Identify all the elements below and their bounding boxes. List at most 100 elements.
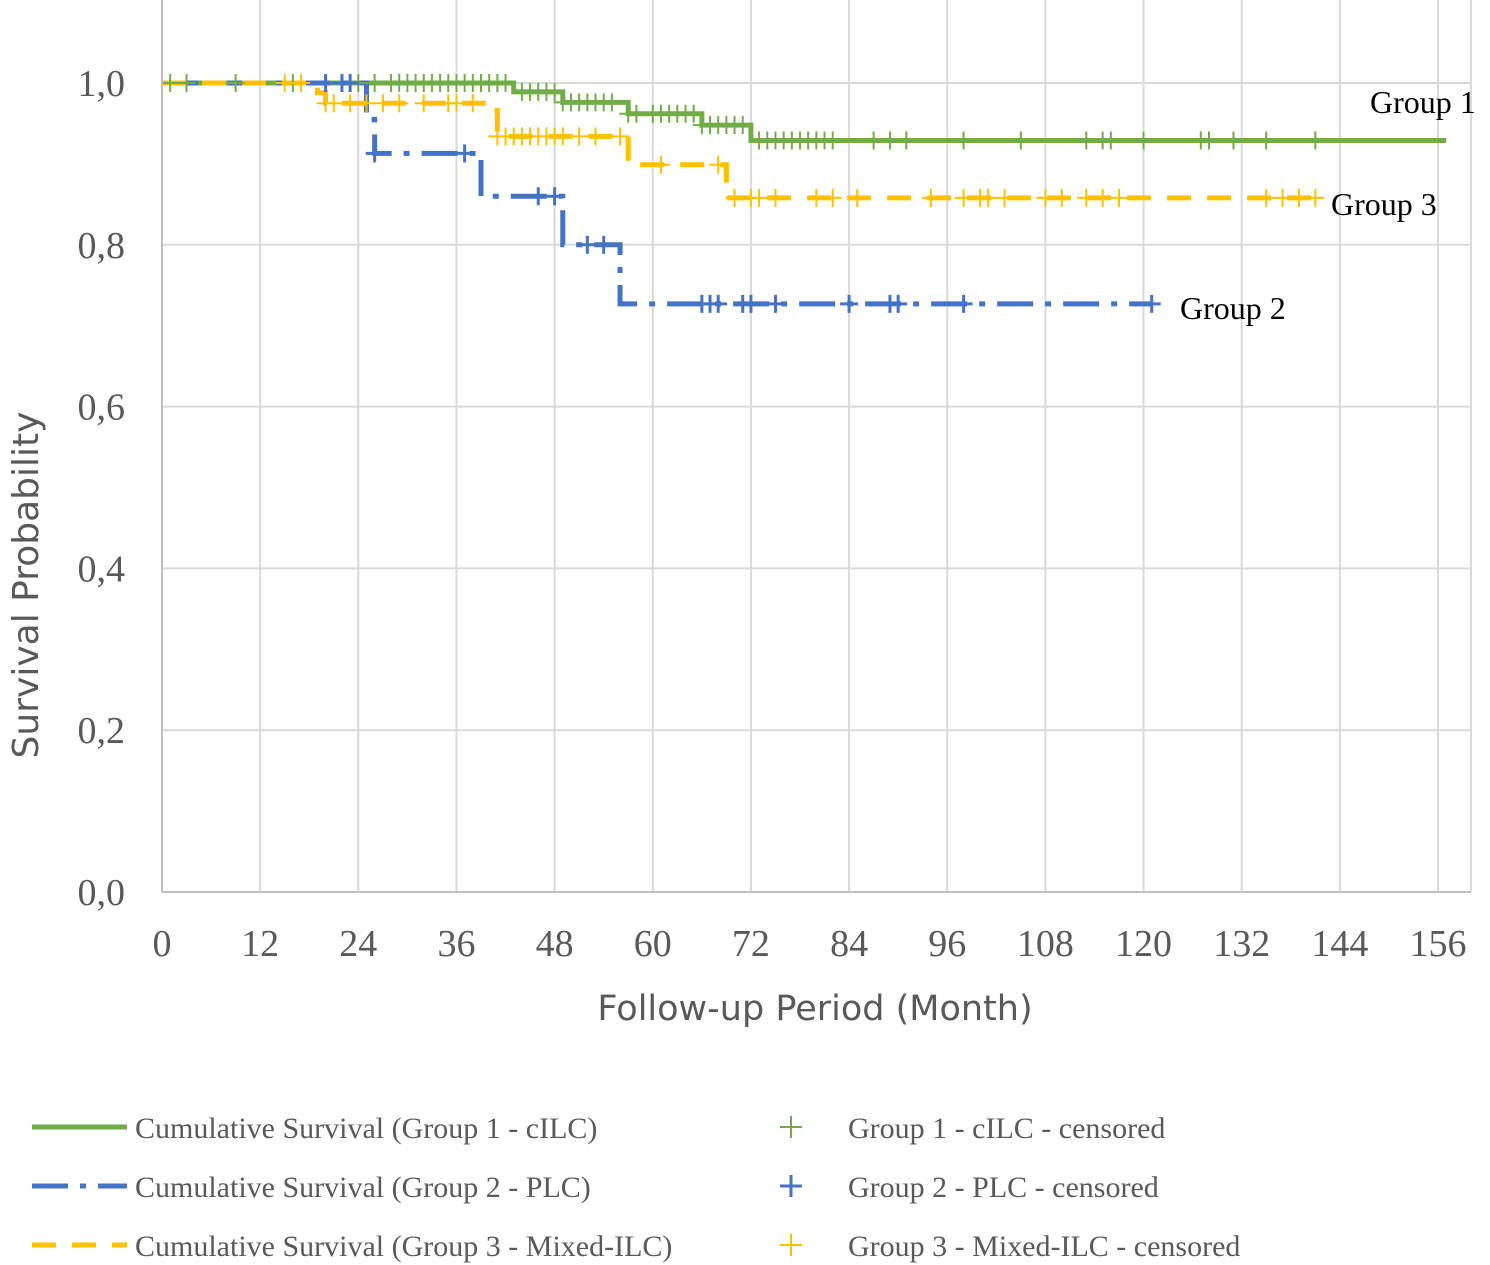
- censor-mark-group-3-29: [766, 188, 785, 207]
- censor-marks: [161, 74, 1325, 313]
- group-1-label: Group 1: [1370, 84, 1476, 120]
- legend-label-group-2-line: Cumulative Survival (Group 2 - PLC): [135, 1171, 591, 1204]
- censor-mark-group-1-0: [161, 74, 180, 92]
- x-tick-labels: 0 12 24 36 48 60 72 84 96 108 120 132 144 156: [153, 923, 1467, 965]
- censor-mark-group-1-22: [496, 74, 515, 92]
- censor-mark-group-1-7: [365, 74, 384, 92]
- censor-mark-group-3-23: [611, 127, 630, 146]
- legend-item-group-1-line: Cumulative Survival (Group 1 - cILC): [32, 1112, 597, 1145]
- x-tick-label-72: 72: [732, 923, 770, 965]
- censor-mark-group-2-19: [1142, 294, 1161, 313]
- censor-mark-group-3-31: [823, 188, 842, 207]
- censor-mark-group-3-26: [725, 188, 744, 207]
- censor-mark-group-3-28: [750, 188, 769, 207]
- survival-line-group-2: [162, 80, 1152, 307]
- censor-mark-group-3-36: [979, 188, 998, 207]
- censor-mark-group-2-2: [341, 74, 360, 92]
- censor-mark-group-2-6: [545, 187, 564, 206]
- censor-mark-group-1-64: [1077, 131, 1096, 150]
- censor-mark-group-3-8: [414, 94, 433, 113]
- survival-line-group-3: [162, 80, 1316, 201]
- legend-item-group-2-censored: Group 2 - PLC - censored: [780, 1171, 1159, 1204]
- censor-mark-group-3-0: [275, 74, 294, 92]
- censor-mark-group-3-25: [709, 155, 728, 174]
- censor-mark-group-1-60: [880, 131, 899, 150]
- censor-mark-group-3-44: [1273, 188, 1292, 207]
- censor-mark-group-1-1: [177, 74, 196, 92]
- censor-mark-group-3-41: [1093, 188, 1112, 207]
- censored-marks-group-3: [275, 74, 1325, 207]
- y-tick-label-4: 0,8: [78, 225, 126, 267]
- x-tick-label-120: 120: [1115, 923, 1172, 965]
- censor-mark-group-3-34: [954, 188, 973, 207]
- legend-label-group-1-censored: Group 1 - cILC - censored: [848, 1112, 1165, 1145]
- censor-mark-group-1-48: [733, 116, 752, 135]
- legend-item-group-2-line: Cumulative Survival (Group 2 - PLC): [32, 1171, 591, 1204]
- censor-mark-group-1-62: [954, 131, 973, 150]
- censor-mark-group-1-2: [226, 74, 245, 92]
- censor-mark-group-3-24: [651, 155, 670, 174]
- censor-mark-group-1-70: [1224, 131, 1243, 150]
- censored-marks-group-2: [316, 74, 1161, 313]
- censor-mark-group-3-1: [292, 74, 311, 92]
- censor-mark-group-3-43: [1257, 188, 1276, 207]
- y-tick-label-5: 1,0: [78, 63, 126, 105]
- legend: Cumulative Survival (Group 1 - cILC) Cum…: [32, 1112, 1240, 1263]
- censor-mark-group-3-33: [921, 188, 940, 207]
- legend-label-group-1-line: Cumulative Survival (Group 1 - cILC): [135, 1112, 597, 1145]
- censor-mark-group-1-58: [823, 131, 842, 150]
- censor-mark-group-3-11: [463, 94, 482, 113]
- legend-plus-icon-group-2: [780, 1175, 802, 1197]
- series-lines: [162, 80, 1447, 307]
- censor-mark-group-2-4: [455, 144, 474, 163]
- censor-mark-group-2-3: [365, 144, 384, 163]
- censor-mark-group-2-8: [594, 235, 613, 254]
- x-tick-label-132: 132: [1213, 923, 1270, 965]
- censor-mark-group-3-7: [390, 94, 409, 113]
- x-tick-label-144: 144: [1311, 923, 1368, 965]
- y-tick-label-1: 0,2: [78, 710, 126, 752]
- x-tick-label-24: 24: [339, 923, 377, 965]
- censor-mark-group-3-5: [357, 94, 376, 113]
- group-3-label: Group 3: [1331, 186, 1437, 222]
- censor-mark-group-2-17: [889, 294, 908, 313]
- censor-mark-group-3-21: [570, 127, 589, 146]
- censor-mark-group-3-22: [586, 127, 605, 146]
- y-tick-labels: 0,0 0,2 0,4 0,6 0,8 1,0: [78, 63, 126, 914]
- censor-mark-group-1-61: [897, 131, 916, 150]
- legend-label-group-3-censored: Group 3 - Mixed-ILC - censored: [848, 1230, 1240, 1263]
- censor-mark-group-2-14: [766, 294, 785, 313]
- censor-mark-group-3-45: [1289, 188, 1308, 207]
- x-tick-label-156: 156: [1410, 923, 1467, 965]
- x-axis-label: Follow-up Period (Month): [597, 989, 1032, 1029]
- censored-marks-group-1: [161, 74, 1325, 150]
- censor-mark-group-3-6: [373, 94, 392, 113]
- censor-mark-group-1-59: [864, 131, 883, 150]
- y-tick-label-3: 0,6: [78, 387, 126, 429]
- censor-mark-group-2-18: [954, 294, 973, 313]
- x-tick-label-96: 96: [928, 923, 966, 965]
- censor-mark-group-2-15: [840, 294, 859, 313]
- x-tick-label-36: 36: [437, 923, 475, 965]
- y-tick-label-2: 0,4: [78, 548, 126, 590]
- survival-line-group-1: [162, 80, 1447, 143]
- censor-mark-group-3-10: [447, 94, 466, 113]
- censor-mark-group-2-0: [316, 74, 335, 92]
- censor-mark-group-3-40: [1077, 188, 1096, 207]
- censor-mark-group-3-38: [1036, 188, 1055, 207]
- censor-mark-group-3-46: [1306, 188, 1325, 207]
- censor-mark-group-1-34: [602, 93, 621, 112]
- y-axis-label: Survival Probability: [6, 412, 47, 759]
- legend-item-group-1-censored: Group 1 - cILC - censored: [780, 1112, 1165, 1145]
- legend-label-group-2-censored: Group 2 - PLC - censored: [848, 1171, 1159, 1204]
- censor-mark-group-1-69: [1199, 131, 1218, 150]
- x-tick-label-0: 0: [153, 923, 172, 965]
- legend-item-group-3-censored: Group 3 - Mixed-ILC - censored: [780, 1230, 1240, 1263]
- censor-mark-group-1-36: [627, 104, 646, 123]
- censor-mark-group-1-42: [684, 104, 703, 123]
- group-2-label: Group 2: [1180, 290, 1286, 326]
- censor-mark-group-1-66: [1101, 131, 1120, 150]
- x-tick-label-84: 84: [830, 923, 868, 965]
- axes: [161, 0, 1471, 893]
- censor-mark-group-3-32: [848, 188, 867, 207]
